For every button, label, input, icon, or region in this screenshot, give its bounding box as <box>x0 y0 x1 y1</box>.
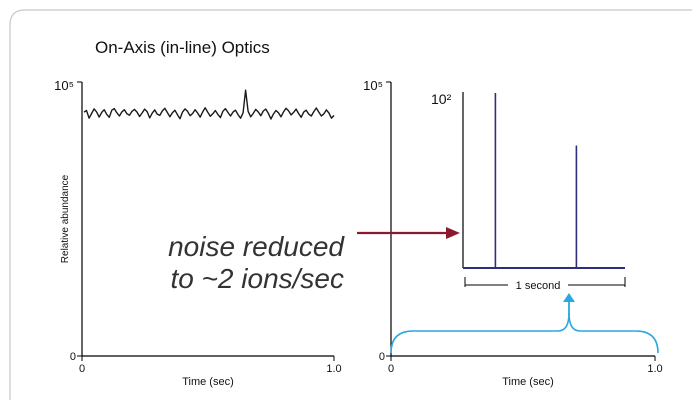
left-y-axis-label: Relative abundance <box>60 174 71 263</box>
inset-chart: 10² 1 second <box>431 91 626 292</box>
right-y-tick-label-top: 10⁵ <box>363 78 383 93</box>
left-y-tick-label-top: 10⁵ <box>54 78 74 93</box>
left-chart: 10⁵ 0 0 1.0 Time (sec) Relative abundanc… <box>54 78 342 388</box>
panel-frame <box>9 9 692 400</box>
right-x-tick-label-start: 0 <box>388 363 394 375</box>
left-x-tick-label-end: 1.0 <box>326 363 341 375</box>
noise-trace-series <box>83 89 335 120</box>
left-x-axis-label: Time (sec) <box>182 376 234 388</box>
pointer-arrow-head <box>446 227 460 239</box>
right-x-tick-label-end: 1.0 <box>647 363 662 375</box>
chart-title: On-Axis (in-line) Optics <box>95 38 270 57</box>
right-y-tick-label-bottom: 0 <box>379 351 385 363</box>
right-chart: 10⁵ 0 0 1.0 Time (sec) 10² 1 second <box>363 78 663 388</box>
left-y-tick-label-bottom: 0 <box>70 351 76 363</box>
right-x-axis-label: Time (sec) <box>502 376 554 388</box>
annotation-line-2: to ~2 ions/sec <box>170 263 344 294</box>
brace-arrow-head <box>563 293 575 302</box>
annotation-line-1: noise reduced <box>168 231 345 262</box>
left-x-tick-label-start: 0 <box>79 363 85 375</box>
inset-y-tick-label: 10² <box>431 91 452 107</box>
one-second-bracket-label: 1 second <box>516 280 561 292</box>
full-range-brace <box>390 312 659 354</box>
